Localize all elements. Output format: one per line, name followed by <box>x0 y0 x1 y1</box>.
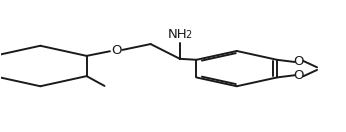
Text: 2: 2 <box>186 30 192 40</box>
Text: O: O <box>293 55 304 68</box>
Text: O: O <box>111 44 121 57</box>
Text: NH: NH <box>167 28 187 41</box>
Text: O: O <box>293 69 304 82</box>
